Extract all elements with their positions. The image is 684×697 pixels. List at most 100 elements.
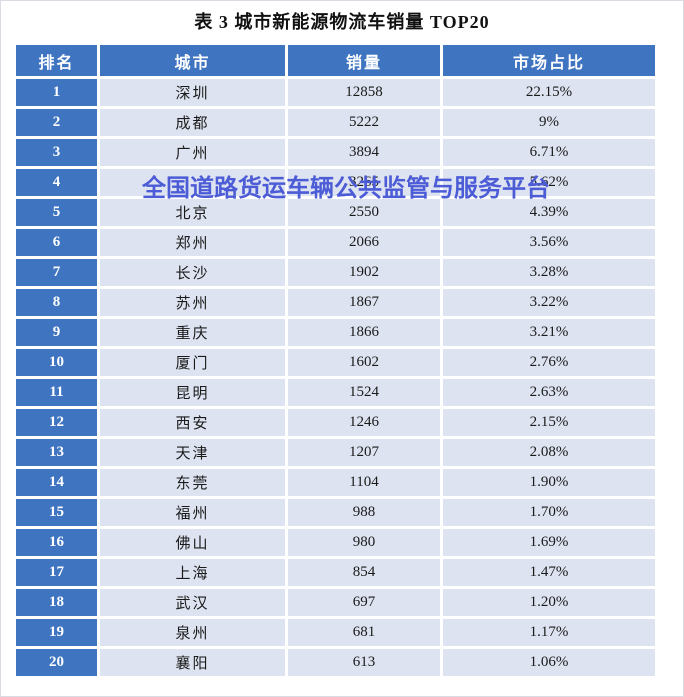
rank-cell: 10	[16, 349, 97, 376]
share-cell: 5.62%	[443, 169, 655, 196]
table-row: 3 广州 3894 6.71%	[16, 139, 655, 166]
rank-cell: 15	[16, 499, 97, 526]
rank-cell: 17	[16, 559, 97, 586]
city-cell: 襄阳	[100, 649, 285, 676]
sales-cell: 3894	[288, 139, 440, 166]
sales-cell: 697	[288, 589, 440, 616]
rank-cell: 16	[16, 529, 97, 556]
share-cell: 1.20%	[443, 589, 655, 616]
rank-cell: 2	[16, 109, 97, 136]
share-cell: 4.39%	[443, 199, 655, 226]
city-cell: 成都	[100, 109, 285, 136]
rank-cell: 18	[16, 589, 97, 616]
table-row: 5 北京 2550 4.39%	[16, 199, 655, 226]
city-cell: 东莞	[100, 469, 285, 496]
city-cell: 昆明	[100, 379, 285, 406]
share-cell: 1.69%	[443, 529, 655, 556]
table-row: 2 成都 5222 9%	[16, 109, 655, 136]
city-cell: 广州	[100, 139, 285, 166]
table-row: 10 厦门 1602 2.76%	[16, 349, 655, 376]
table-row: 11 昆明 1524 2.63%	[16, 379, 655, 406]
rank-cell: 20	[16, 649, 97, 676]
sales-cell: 681	[288, 619, 440, 646]
city-cell: 苏州	[100, 289, 285, 316]
table-header: 排名 城市 销量 市场占比	[16, 45, 655, 76]
sales-cell: 613	[288, 649, 440, 676]
sales-cell: 1207	[288, 439, 440, 466]
table-row: 8 苏州 1867 3.22%	[16, 289, 655, 316]
share-cell: 2.08%	[443, 439, 655, 466]
sales-table: 排名 城市 销量 市场占比 1 深圳 12858 22.15% 2 成都 522…	[13, 42, 658, 679]
table-row: 19 泉州 681 1.17%	[16, 619, 655, 646]
col-header-city: 城市	[100, 45, 285, 76]
rank-cell: 6	[16, 229, 97, 256]
rank-cell: 1	[16, 79, 97, 106]
table-row: 17 上海 854 1.47%	[16, 559, 655, 586]
sales-cell: 988	[288, 499, 440, 526]
sales-cell: 1867	[288, 289, 440, 316]
sales-cell: 3265	[288, 169, 440, 196]
share-cell: 1.06%	[443, 649, 655, 676]
city-cell: 北京	[100, 199, 285, 226]
sales-cell: 1902	[288, 259, 440, 286]
city-cell: 泉州	[100, 619, 285, 646]
sales-cell: 1524	[288, 379, 440, 406]
city-cell: 佛山	[100, 529, 285, 556]
rank-cell: 3	[16, 139, 97, 166]
share-cell: 1.47%	[443, 559, 655, 586]
table-row: 20 襄阳 613 1.06%	[16, 649, 655, 676]
page-title: 表 3 城市新能源物流车销量 TOP20	[194, 12, 490, 32]
city-cell: 深圳	[100, 79, 285, 106]
share-cell: 22.15%	[443, 79, 655, 106]
rank-cell: 8	[16, 289, 97, 316]
city-cell: 西安	[100, 409, 285, 436]
table-body: 1 深圳 12858 22.15% 2 成都 5222 9% 3 广州 3894…	[16, 79, 655, 676]
sales-cell: 2066	[288, 229, 440, 256]
city-cell: 郑州	[100, 229, 285, 256]
city-cell: 重庆	[100, 319, 285, 346]
city-cell: 长沙	[100, 259, 285, 286]
sales-cell: 980	[288, 529, 440, 556]
city-cell: 厦门	[100, 349, 285, 376]
sales-cell: 5222	[288, 109, 440, 136]
share-cell: 9%	[443, 109, 655, 136]
sales-cell: 854	[288, 559, 440, 586]
table-row: 9 重庆 1866 3.21%	[16, 319, 655, 346]
city-cell: 武汉	[100, 589, 285, 616]
share-cell: 3.28%	[443, 259, 655, 286]
sales-cell: 1602	[288, 349, 440, 376]
header-row: 排名 城市 销量 市场占比	[16, 45, 655, 76]
table-row: 12 西安 1246 2.15%	[16, 409, 655, 436]
share-cell: 3.21%	[443, 319, 655, 346]
rank-cell: 11	[16, 379, 97, 406]
table-row: 14 东莞 1104 1.90%	[16, 469, 655, 496]
rank-cell: 13	[16, 439, 97, 466]
table-row: 15 福州 988 1.70%	[16, 499, 655, 526]
rank-cell: 7	[16, 259, 97, 286]
rank-cell: 14	[16, 469, 97, 496]
share-cell: 1.70%	[443, 499, 655, 526]
col-header-rank: 排名	[16, 45, 97, 76]
table-row: 4 3265 5.62%	[16, 169, 655, 196]
table-row: 16 佛山 980 1.69%	[16, 529, 655, 556]
city-cell	[100, 169, 285, 196]
share-cell: 2.15%	[443, 409, 655, 436]
table-row: 6 郑州 2066 3.56%	[16, 229, 655, 256]
rank-cell: 5	[16, 199, 97, 226]
share-cell: 6.71%	[443, 139, 655, 166]
city-cell: 福州	[100, 499, 285, 526]
share-cell: 3.22%	[443, 289, 655, 316]
table-row: 13 天津 1207 2.08%	[16, 439, 655, 466]
sales-cell: 1246	[288, 409, 440, 436]
city-cell: 天津	[100, 439, 285, 466]
sales-cell: 1866	[288, 319, 440, 346]
rank-cell: 9	[16, 319, 97, 346]
city-cell: 上海	[100, 559, 285, 586]
share-cell: 1.90%	[443, 469, 655, 496]
sales-cell: 12858	[288, 79, 440, 106]
table-row: 1 深圳 12858 22.15%	[16, 79, 655, 106]
table-row: 18 武汉 697 1.20%	[16, 589, 655, 616]
share-cell: 1.17%	[443, 619, 655, 646]
rank-cell: 12	[16, 409, 97, 436]
rank-cell: 19	[16, 619, 97, 646]
